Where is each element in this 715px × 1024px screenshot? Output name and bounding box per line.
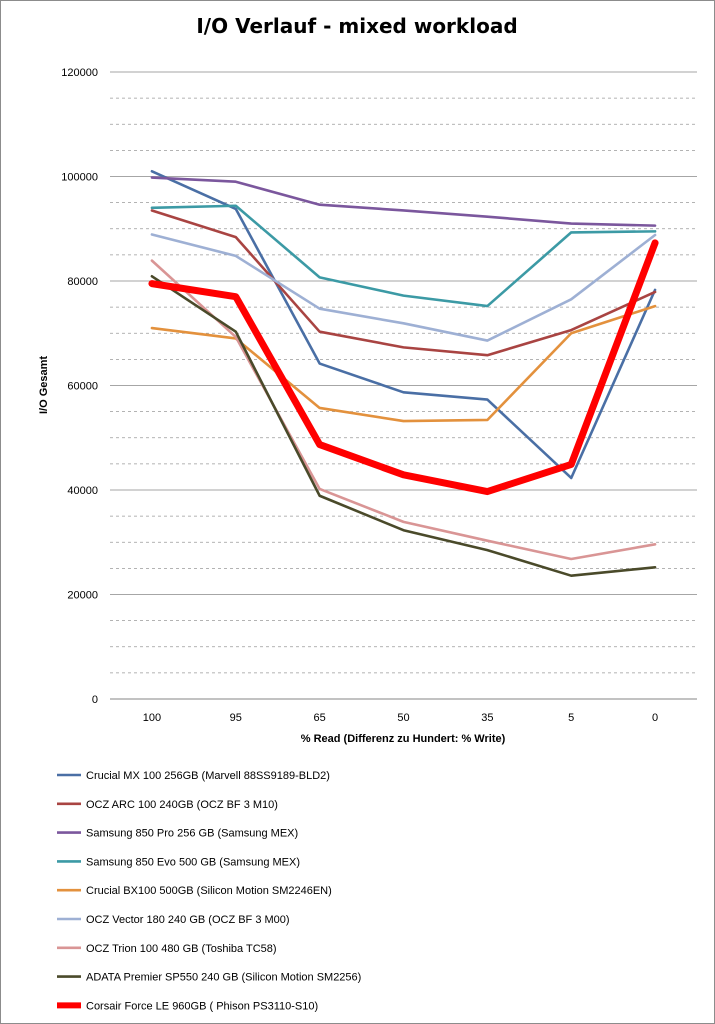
legend-label-6: OCZ Vector 180 240 GB (OCZ BF 3 M00) <box>86 914 290 926</box>
y-tick-label: 60000 <box>67 381 98 393</box>
x-tick-label: 0 <box>652 712 658 724</box>
legend-label-9: Corsair Force LE 960GB ( Phison PS3110-S… <box>86 1000 318 1012</box>
y-axis-label: I/O Gesamt <box>38 356 50 414</box>
series-line-2 <box>150 209 657 357</box>
y-tick-label: 20000 <box>67 590 98 602</box>
legend-label-1: Crucial MX 100 256GB (Marvell 88SS9189-B… <box>86 770 330 782</box>
series-line-1 <box>150 169 657 480</box>
legend-label-3: Samsung 850 Pro 256 GB (Samsung MEX) <box>86 828 298 840</box>
x-tick-label: 50 <box>397 712 409 724</box>
legend-label-8: ADATA Premier SP550 240 GB (Silicon Moti… <box>86 972 361 984</box>
x-tick-label: 5 <box>568 712 574 724</box>
y-tick-label: 120000 <box>61 67 98 79</box>
y-axis-ticks: 0 20000 40000 60000 80000 100000 120000 <box>61 67 98 706</box>
x-tick-label: 65 <box>314 712 326 724</box>
legend: Crucial MX 100 256GB (Marvell 88SS9189-B… <box>57 770 361 1012</box>
series-line-8 <box>150 274 657 577</box>
legend-label-5: Crucial BX100 500GB (Silicon Motion SM22… <box>86 885 332 897</box>
x-axis-label: % Read (Differenz zu Hundert: % Write) <box>301 733 506 745</box>
gridlines <box>110 71 697 700</box>
legend-label-7: OCZ Trion 100 480 GB (Toshiba TC58) <box>86 943 277 955</box>
y-tick-label: 40000 <box>67 485 98 497</box>
series-line-6 <box>150 233 657 342</box>
series-line-7 <box>150 259 657 561</box>
x-tick-label: 95 <box>230 712 242 724</box>
x-tick-label: 35 <box>481 712 493 724</box>
legend-label-4: Samsung 850 Evo 500 GB (Samsung MEX) <box>86 856 300 868</box>
series-line-3 <box>150 176 657 227</box>
series-lines <box>148 169 659 577</box>
y-tick-label: 80000 <box>67 276 98 288</box>
y-tick-label: 100000 <box>61 172 98 184</box>
series-line-4 <box>150 204 657 308</box>
x-axis-ticks: 100 95 65 50 35 5 0 <box>143 712 658 724</box>
x-tick-label: 100 <box>143 712 161 724</box>
chart-title: I/O Verlauf - mixed workload <box>196 14 517 38</box>
y-tick-label: 0 <box>92 694 98 706</box>
series-line-9 <box>148 239 659 496</box>
legend-label-2: OCZ ARC 100 240GB (OCZ BF 3 M10) <box>86 799 278 811</box>
